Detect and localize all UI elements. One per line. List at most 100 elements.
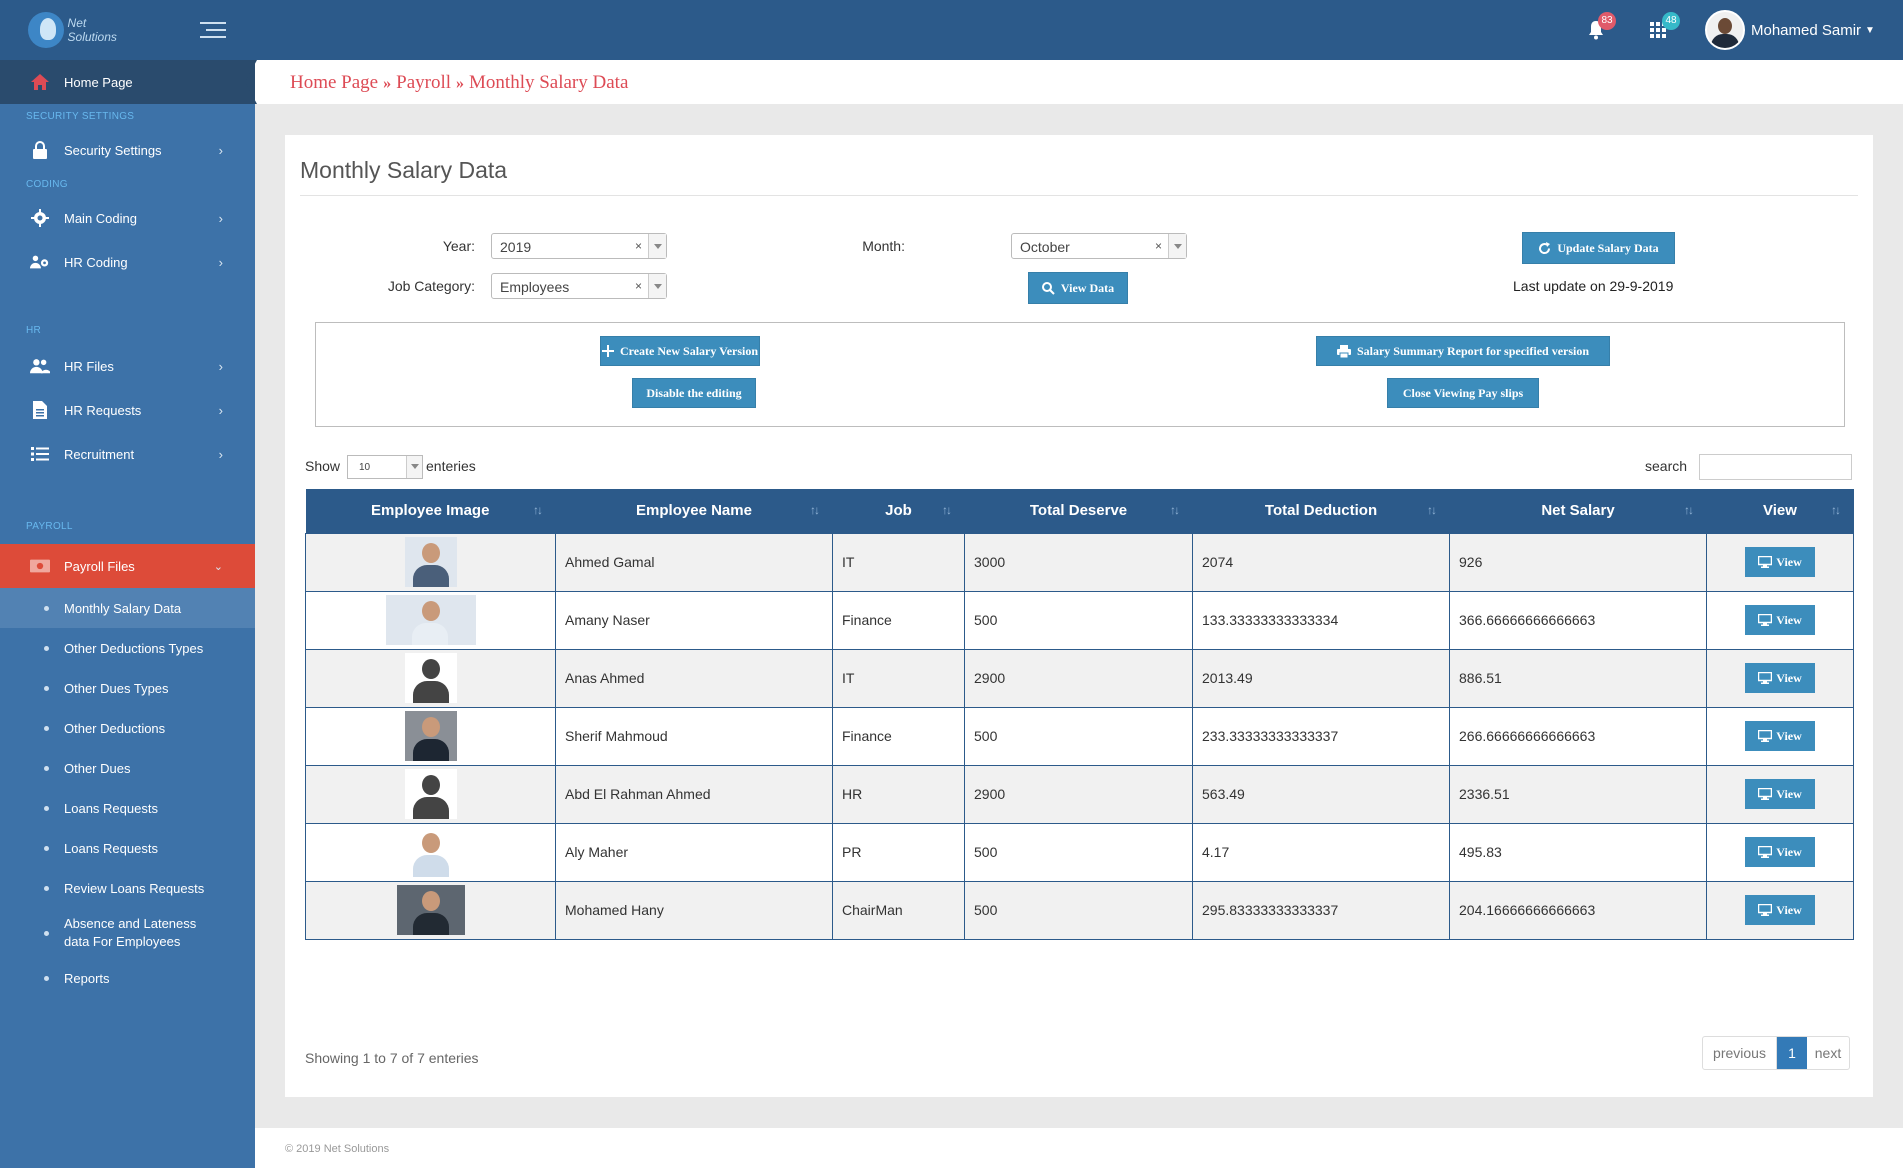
sidebar-item-label: HR Files [64,358,114,374]
sidebar-subitem-other-deductions[interactable]: Other Deductions [0,708,255,748]
menu-toggle-icon[interactable] [200,20,226,40]
view-data-button[interactable]: View Data [1028,272,1128,304]
chevron-down-icon: ⌄ [213,560,223,573]
sidebar-subitem-review-loans-requests[interactable]: Review Loans Requests [0,868,255,908]
chevron-down-icon[interactable] [648,274,666,298]
version-actions-box [315,322,1845,427]
view-button[interactable]: View [1745,663,1815,693]
view-button[interactable]: View [1745,837,1815,867]
clear-icon[interactable]: × [634,279,642,293]
column-header-label: Total Deserve [1029,502,1128,520]
sidebar-item-security-settings[interactable]: Security Settings › [0,128,255,172]
employee-photo [404,711,457,761]
view-label: View [1776,844,1802,859]
sidebar-item-main-coding[interactable]: Main Coding › [0,196,255,240]
user-name: Mohamed Samir [1751,21,1862,39]
sort-icon: ↑↓ [1170,503,1180,517]
file-icon [30,401,50,419]
job-category-select[interactable]: Employees × [491,273,667,299]
update-salary-label: Update Salary Data [1557,240,1659,255]
list-check-icon [30,445,50,463]
gear-icon [30,209,50,227]
total-deduction-cell: 2013.49 [1192,648,1450,708]
view-button[interactable]: View [1745,721,1815,751]
bullet-icon [44,845,49,851]
breadcrumb-payroll[interactable]: Payroll [396,72,452,93]
search-icon [1041,281,1055,295]
total-deduction-cell: 233.33333333333337 [1192,706,1450,766]
sidebar-subitem-absence-lateness[interactable]: Absence and Lateness data For Employees [0,908,255,958]
column-header-view[interactable]: View ↑↓ [1706,489,1854,533]
page-title: Monthly Salary Data [300,157,508,183]
chevron-down-icon[interactable] [406,456,422,478]
sidebar-item-hr-requests[interactable]: HR Requests › [0,388,255,432]
print-icon [1336,344,1351,358]
summary-report-label: Salary Summary Report for specified vers… [1356,343,1590,358]
pagination-previous[interactable]: previous [1703,1037,1777,1069]
sidebar-item-home[interactable]: Home Page [0,60,255,104]
month-value: October [1020,239,1070,255]
sort-icon: ↑↓ [810,503,820,517]
breadcrumb-current: Monthly Salary Data [469,72,629,93]
search-input[interactable] [1699,454,1852,480]
column-header-total-deduction[interactable]: Total Deduction ↑↓ [1192,489,1450,533]
logo[interactable]: Net Solutions [28,8,138,52]
breadcrumb-home[interactable]: Home Page [290,72,379,93]
year-value: 2019 [500,239,532,255]
sidebar-item-payroll-files[interactable]: Payroll Files ⌄ [0,544,255,588]
view-button[interactable]: View [1745,605,1815,635]
sidebar-item-recruitment[interactable]: Recruitment › [0,432,255,476]
sidebar-subitem-monthly-salary-data[interactable]: Monthly Salary Data [0,588,255,628]
salary-summary-report-button[interactable]: Salary Summary Report for specified vers… [1316,336,1610,366]
employee-name-cell: Abd El Rahman Ahmed [555,764,833,824]
employee-image-cell [305,590,556,650]
sort-icon: ↑↓ [1684,503,1694,517]
view-button[interactable]: View [1745,779,1815,809]
home-icon [31,74,49,90]
sidebar-item-hr-coding[interactable]: HR Coding › [0,240,255,284]
main-panel: Monthly Salary Data Year: 2019 × Job Cat… [285,135,1873,1097]
sidebar-item-hr-files[interactable]: HR Files › [0,344,255,388]
pagination-page-1[interactable]: 1 [1777,1037,1807,1069]
disable-editing-button[interactable]: Disable the editing [632,378,756,408]
net-salary-cell: 366.66666666666663 [1449,590,1707,650]
chevron-down-icon[interactable] [1168,234,1186,258]
clear-icon[interactable]: × [1154,239,1162,253]
sidebar-subitem-label: Other Deductions Types [64,640,204,656]
employee-image-cell [305,880,556,940]
column-header-total-deserve[interactable]: Total Deserve ↑↓ [964,489,1193,533]
bullet-icon [44,805,49,811]
close-pay-slips-button[interactable]: Close Viewing Pay slips [1387,378,1539,408]
sidebar-subitem-other-dues[interactable]: Other Dues [0,748,255,788]
view-button[interactable]: View [1745,547,1815,577]
bullet-icon [44,725,49,731]
column-header-employee-name[interactable]: Employee Name ↑↓ [555,489,833,533]
job-cell: Finance [832,706,965,766]
close-payslips-label: Close Viewing Pay slips [1402,385,1524,400]
user-menu[interactable]: Mohamed Samir ▼ [1705,10,1875,50]
update-salary-data-button[interactable]: Update Salary Data [1522,232,1675,264]
sidebar-subitem-loans-requests[interactable]: Loans Requests [0,788,255,828]
clear-icon[interactable]: × [634,239,642,253]
column-header-net-salary[interactable]: Net Salary ↑↓ [1449,489,1707,533]
page-length-select[interactable]: 10 [347,455,423,479]
pagination-next[interactable]: next [1814,1045,1842,1061]
sidebar-subitem-other-dues-types[interactable]: Other Dues Types [0,668,255,708]
sidebar-subitem-other-deductions-types[interactable]: Other Deductions Types [0,628,255,668]
view-button[interactable]: View [1745,895,1815,925]
sidebar-subitem-loans-requests-2[interactable]: Loans Requests [0,828,255,868]
avatar [1705,10,1745,50]
column-header-employee-image[interactable]: Employee Image ↑↓ [305,489,556,533]
year-select[interactable]: 2019 × [491,233,667,259]
create-salary-version-button[interactable]: Create New Salary Version [600,336,760,366]
apps-badge: 48 [1662,12,1680,30]
breadcrumb-separator: » [456,75,465,92]
total-deserve-cell: 500 [964,822,1193,882]
page-length-value: 10 [359,462,371,473]
chevron-down-icon[interactable] [648,234,666,258]
column-header-job[interactable]: Job ↑↓ [832,489,965,533]
month-select[interactable]: October × [1011,233,1187,259]
job-cell: PR [832,822,965,882]
sidebar-subitem-reports[interactable]: Reports [0,958,255,998]
sidebar-item-label: Security Settings [64,142,162,158]
